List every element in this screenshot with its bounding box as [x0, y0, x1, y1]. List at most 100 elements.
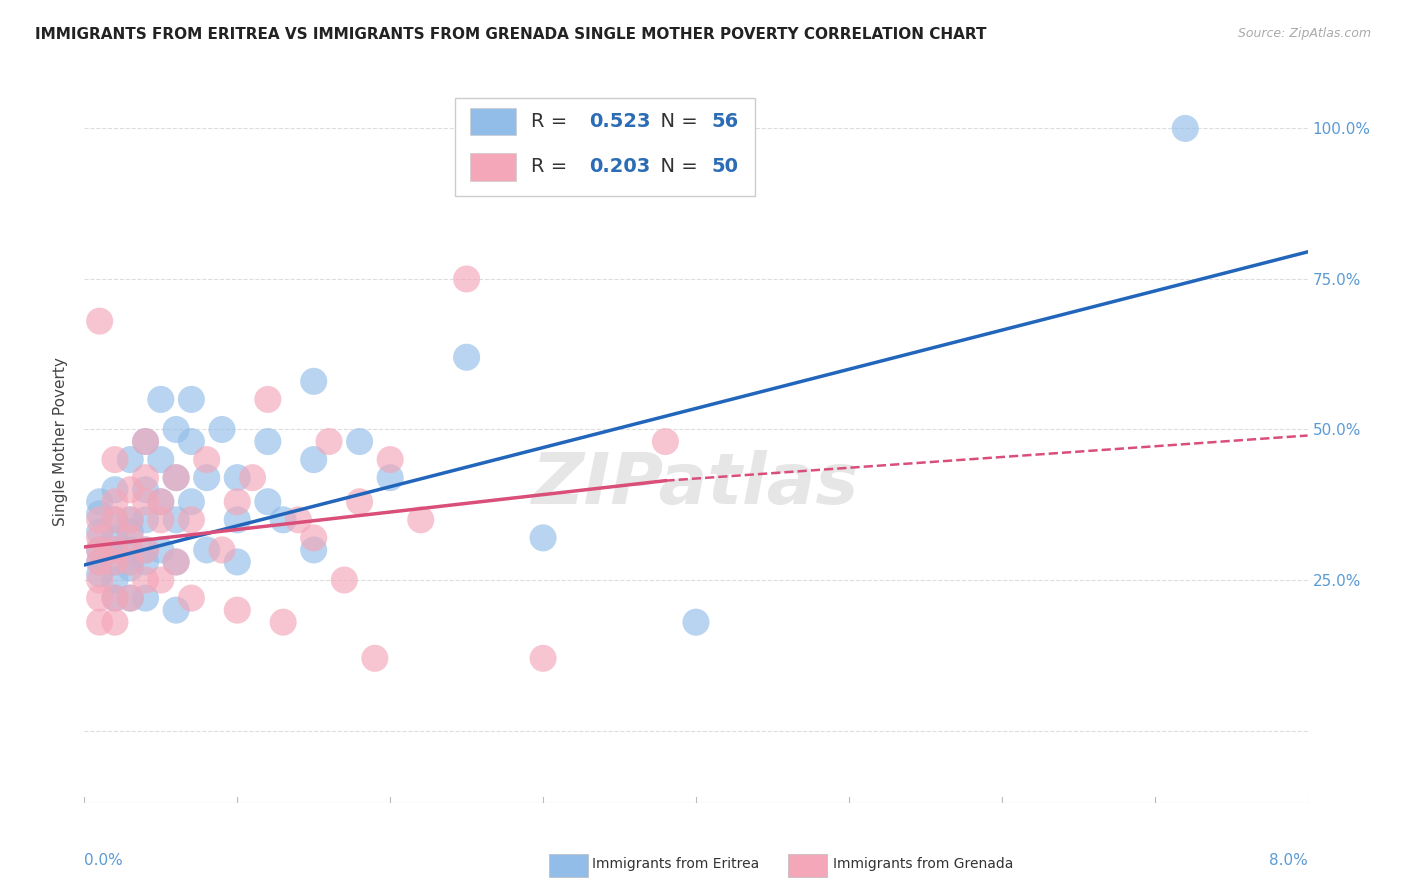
Point — [226, 555, 249, 569]
Point — [89, 555, 111, 569]
Point — [135, 555, 157, 569]
Point — [104, 591, 127, 606]
Point — [180, 434, 202, 449]
Text: ZIPatlas: ZIPatlas — [533, 450, 859, 519]
Point — [149, 452, 172, 467]
Point — [318, 434, 340, 449]
Point — [135, 471, 157, 485]
Point — [120, 542, 142, 557]
Point — [271, 513, 294, 527]
FancyBboxPatch shape — [470, 108, 516, 136]
Point — [211, 542, 233, 557]
Point — [135, 434, 157, 449]
Point — [195, 542, 218, 557]
Text: Immigrants from Grenada: Immigrants from Grenada — [832, 857, 1014, 871]
Point — [257, 392, 280, 407]
Point — [364, 651, 387, 665]
Point — [89, 314, 111, 328]
Point — [302, 542, 325, 557]
Text: R =: R = — [531, 158, 574, 177]
Text: 0.0%: 0.0% — [84, 854, 124, 869]
Point — [135, 542, 157, 557]
Point — [120, 452, 142, 467]
Point — [89, 555, 111, 569]
Point — [120, 513, 142, 527]
Point — [165, 471, 187, 485]
Point — [242, 471, 264, 485]
Y-axis label: Single Mother Poverty: Single Mother Poverty — [53, 357, 69, 526]
Point — [302, 531, 325, 545]
Point — [149, 573, 172, 587]
Point — [104, 615, 127, 630]
Point — [180, 591, 202, 606]
Text: 8.0%: 8.0% — [1268, 854, 1308, 869]
Point — [104, 555, 127, 569]
Point — [456, 272, 478, 286]
Point — [149, 392, 172, 407]
Point — [1174, 121, 1197, 136]
Point — [89, 591, 111, 606]
Point — [257, 494, 280, 508]
Point — [149, 542, 172, 557]
Point — [89, 573, 111, 587]
Point — [135, 573, 157, 587]
Point — [120, 524, 142, 539]
Point — [195, 471, 218, 485]
Point — [89, 567, 111, 582]
Point — [104, 542, 127, 557]
Point — [104, 555, 127, 569]
Point — [120, 483, 142, 497]
Point — [135, 591, 157, 606]
Point — [120, 591, 142, 606]
Text: Source: ZipAtlas.com: Source: ZipAtlas.com — [1237, 27, 1371, 40]
Point — [135, 513, 157, 527]
Point — [104, 531, 127, 545]
Point — [531, 651, 554, 665]
Point — [226, 603, 249, 617]
Point — [685, 615, 707, 630]
Point — [89, 615, 111, 630]
Point — [120, 561, 142, 575]
Point — [89, 531, 111, 545]
FancyBboxPatch shape — [550, 855, 588, 877]
Point — [120, 531, 142, 545]
Point — [165, 423, 187, 437]
Point — [120, 555, 142, 569]
Point — [257, 434, 280, 449]
Point — [104, 591, 127, 606]
Point — [89, 524, 111, 539]
Point — [226, 471, 249, 485]
Point — [349, 494, 371, 508]
Point — [104, 542, 127, 557]
Point — [104, 483, 127, 497]
Point — [104, 452, 127, 467]
Point — [654, 434, 676, 449]
Point — [180, 392, 202, 407]
Text: 0.523: 0.523 — [589, 112, 651, 131]
Point — [120, 555, 142, 569]
Point — [456, 350, 478, 364]
Point — [180, 494, 202, 508]
Point — [165, 603, 187, 617]
Point — [226, 494, 249, 508]
Point — [287, 513, 309, 527]
Point — [380, 452, 402, 467]
Text: IMMIGRANTS FROM ERITREA VS IMMIGRANTS FROM GRENADA SINGLE MOTHER POVERTY CORRELA: IMMIGRANTS FROM ERITREA VS IMMIGRANTS FR… — [35, 27, 987, 42]
Point — [120, 591, 142, 606]
Point — [104, 494, 127, 508]
Point — [271, 615, 294, 630]
Point — [165, 555, 187, 569]
Text: 56: 56 — [711, 112, 740, 131]
Point — [409, 513, 432, 527]
Point — [89, 542, 111, 557]
Text: 50: 50 — [711, 158, 740, 177]
Point — [104, 513, 127, 527]
Point — [149, 494, 172, 508]
Point — [89, 494, 111, 508]
Point — [135, 542, 157, 557]
Point — [380, 471, 402, 485]
Point — [180, 513, 202, 527]
Point — [104, 513, 127, 527]
FancyBboxPatch shape — [470, 153, 516, 181]
Point — [149, 513, 172, 527]
